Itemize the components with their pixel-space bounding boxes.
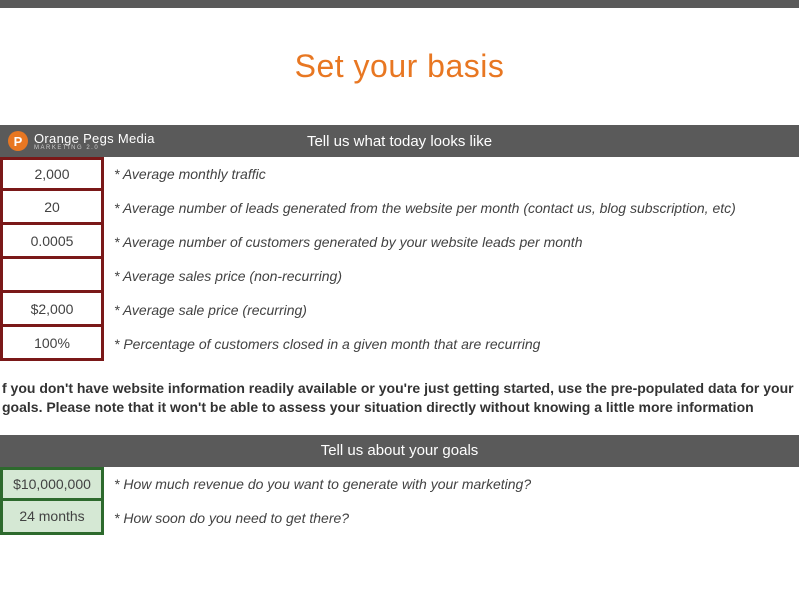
input-row: 20 * Average number of leads generated f… <box>0 191 799 225</box>
timeframe-label: * How soon do you need to get there? <box>104 510 349 526</box>
section-today: P Orange Pegs Media MARKETING 2.0 Tell u… <box>0 125 799 361</box>
input-row: 2,000 * Average monthly traffic <box>0 157 799 191</box>
brand-logo-icon: P <box>8 131 28 151</box>
sales-price-recurring-input[interactable]: $2,000 <box>0 293 104 327</box>
customers-label: * Average number of customers generated … <box>104 234 582 250</box>
top-bar <box>0 0 799 8</box>
sales-price-nonrecurring-input[interactable] <box>0 259 104 293</box>
brand-subtitle: MARKETING 2.0 <box>34 145 155 151</box>
traffic-input[interactable]: 2,000 <box>0 157 104 191</box>
input-row: $10,000,000 * How much revenue do you wa… <box>0 467 799 501</box>
leads-label: * Average number of leads generated from… <box>104 200 736 216</box>
leads-input[interactable]: 20 <box>0 191 104 225</box>
input-row: 0.0005 * Average number of customers gen… <box>0 225 799 259</box>
brand: P Orange Pegs Media MARKETING 2.0 <box>0 131 155 151</box>
recurring-percentage-label: * Percentage of customers closed in a gi… <box>104 336 540 352</box>
brand-logo-letter: P <box>14 134 23 149</box>
customers-input[interactable]: 0.0005 <box>0 225 104 259</box>
input-row: 24 months * How soon do you need to get … <box>0 501 799 535</box>
today-inputs: 2,000 * Average monthly traffic 20 * Ave… <box>0 157 799 361</box>
sales-price-nonrecurring-label: * Average sales price (non-recurring) <box>104 268 342 284</box>
goals-inputs: $10,000,000 * How much revenue do you wa… <box>0 467 799 535</box>
brand-name: Orange Pegs Media <box>34 132 155 145</box>
traffic-label: * Average monthly traffic <box>104 166 266 182</box>
revenue-goal-label: * How much revenue do you want to genera… <box>104 476 531 492</box>
recurring-percentage-input[interactable]: 100% <box>0 327 104 361</box>
brand-text: Orange Pegs Media MARKETING 2.0 <box>34 132 155 151</box>
sales-price-recurring-label: * Average sale price (recurring) <box>104 302 307 318</box>
section-goals-header: Tell us about your goals <box>0 435 799 467</box>
section-today-header: P Orange Pegs Media MARKETING 2.0 Tell u… <box>0 125 799 157</box>
page-title: Set your basis <box>0 48 799 85</box>
revenue-goal-input[interactable]: $10,000,000 <box>0 467 104 501</box>
input-row: * Average sales price (non-recurring) <box>0 259 799 293</box>
timeframe-input[interactable]: 24 months <box>0 501 104 535</box>
info-text: f you don't have website information rea… <box>0 361 799 435</box>
input-row: $2,000 * Average sale price (recurring) <box>0 293 799 327</box>
input-row: 100% * Percentage of customers closed in… <box>0 327 799 361</box>
section-goals: Tell us about your goals $10,000,000 * H… <box>0 435 799 535</box>
section-goals-title: Tell us about your goals <box>321 442 479 459</box>
